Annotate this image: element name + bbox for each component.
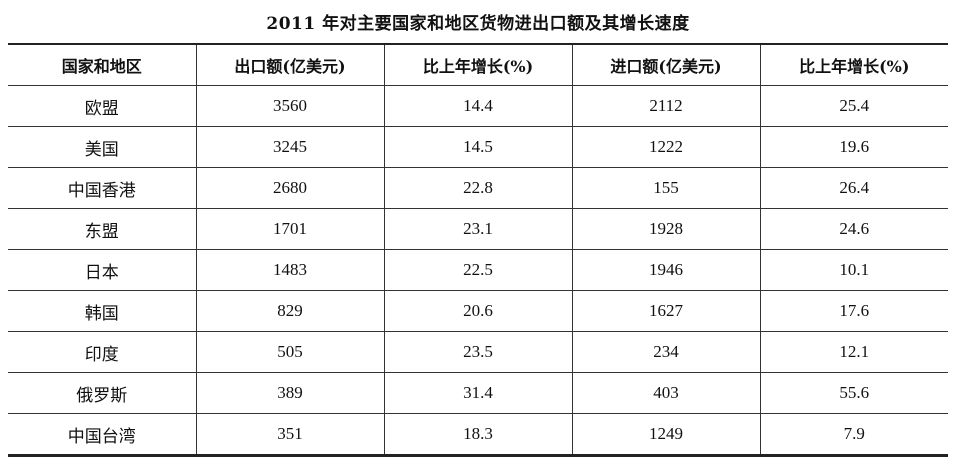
cell-region: 俄罗斯 xyxy=(8,372,197,414)
table-row: 中国香港 2680 22.8 155 26.4 xyxy=(8,167,948,209)
cell-export-growth: 14.5 xyxy=(383,126,573,168)
table-row: 东盟 1701 23.1 1928 24.6 xyxy=(8,208,948,250)
cell-import: 2112 xyxy=(571,85,761,127)
cell-import-growth: 25.4 xyxy=(759,85,948,127)
cell-import-growth: 26.4 xyxy=(759,167,948,209)
header-export-growth: 比上年增长(%) xyxy=(383,43,573,86)
table-row: 欧盟 3560 14.4 2112 25.4 xyxy=(8,85,948,127)
cell-import: 1249 xyxy=(571,413,761,456)
cell-import-growth: 55.6 xyxy=(759,372,948,414)
table-row: 中国台湾 351 18.3 1249 7.9 xyxy=(8,413,948,456)
table-row: 美国 3245 14.5 1222 19.6 xyxy=(8,126,948,168)
table-row: 韩国 829 20.6 1627 17.6 xyxy=(8,290,948,332)
cell-export: 1701 xyxy=(195,208,385,250)
cell-import-growth: 7.9 xyxy=(759,413,948,456)
cell-export-growth: 23.5 xyxy=(383,331,573,373)
cell-import-growth: 24.6 xyxy=(759,208,948,250)
cell-export-growth: 31.4 xyxy=(383,372,573,414)
cell-import: 1946 xyxy=(571,249,761,291)
cell-import: 1928 xyxy=(571,208,761,250)
cell-region: 日本 xyxy=(8,249,197,291)
table-row: 印度 505 23.5 234 12.1 xyxy=(8,331,948,373)
cell-region: 印度 xyxy=(8,331,197,373)
cell-export-growth: 22.8 xyxy=(383,167,573,209)
cell-import: 1222 xyxy=(571,126,761,168)
cell-import: 403 xyxy=(571,372,761,414)
table-title: 2011 年对主要国家和地区货物进出口额及其增长速度 xyxy=(266,14,690,34)
cell-region: 韩国 xyxy=(8,290,197,332)
cell-export: 389 xyxy=(195,372,385,414)
cell-region: 中国台湾 xyxy=(8,413,197,456)
cell-import: 234 xyxy=(571,331,761,373)
cell-export-growth: 18.3 xyxy=(383,413,573,456)
cell-export: 3560 xyxy=(195,85,385,127)
cell-region: 中国香港 xyxy=(8,167,197,209)
cell-region: 美国 xyxy=(8,126,197,168)
cell-export: 829 xyxy=(195,290,385,332)
table-row: 俄罗斯 389 31.4 403 55.6 xyxy=(8,372,948,414)
cell-export-growth: 23.1 xyxy=(383,208,573,250)
header-region: 国家和地区 xyxy=(8,43,197,86)
header-row: 国家和地区 出口额(亿美元) 比上年增长(%) 进口额(亿美元) 比上年增长(%) xyxy=(8,43,948,86)
cell-export: 351 xyxy=(195,413,385,456)
cell-export-growth: 20.6 xyxy=(383,290,573,332)
table-body: 欧盟 3560 14.4 2112 25.4 美国 3245 14.5 1222 19.6 中国香港… xyxy=(8,85,948,456)
cell-import-growth: 19.6 xyxy=(759,126,948,168)
cell-export: 3245 xyxy=(195,126,385,168)
cell-export: 505 xyxy=(195,331,385,373)
cell-region: 欧盟 xyxy=(8,85,197,127)
header-import: 进口额(亿美元) xyxy=(571,43,761,86)
trade-table: 国家和地区 出口额(亿美元) 比上年增长(%) 进口额(亿美元) 比上年增长(%) 欧盟… xyxy=(8,43,948,457)
cell-export: 2680 xyxy=(195,167,385,209)
cell-export-growth: 14.4 xyxy=(383,85,573,127)
cell-export: 1483 xyxy=(195,249,385,291)
table-row: 日本 1483 22.5 1946 10.1 xyxy=(8,249,948,291)
header-export: 出口额(亿美元) xyxy=(195,43,385,86)
cell-export-growth: 22.5 xyxy=(383,249,573,291)
cell-import-growth: 17.6 xyxy=(759,290,948,332)
cell-import: 1627 xyxy=(571,290,761,332)
cell-import-growth: 10.1 xyxy=(759,249,948,291)
cell-import: 155 xyxy=(571,167,761,209)
cell-region: 东盟 xyxy=(8,208,197,250)
header-import-growth: 比上年增长(%) xyxy=(759,43,948,86)
cell-import-growth: 12.1 xyxy=(759,331,948,373)
